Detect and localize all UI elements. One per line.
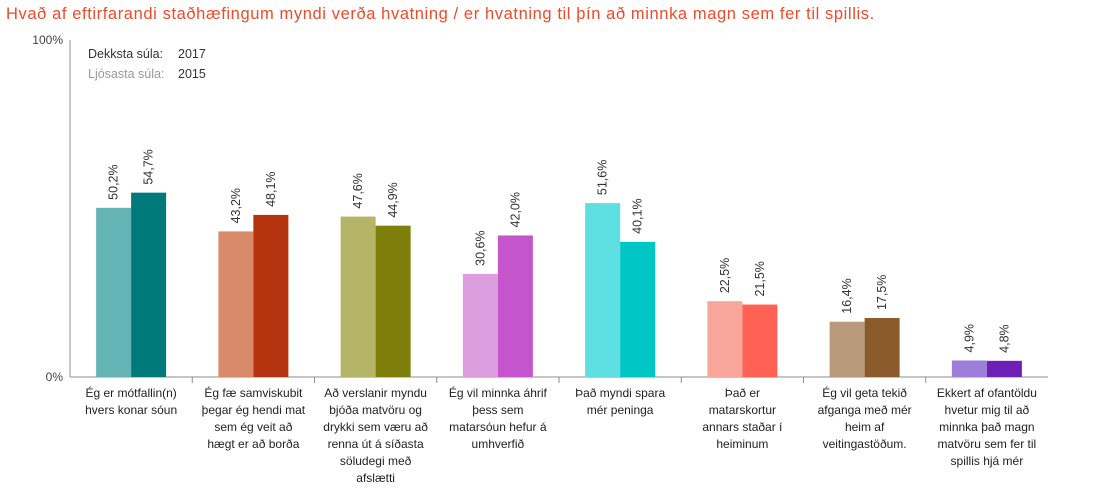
category-label-8-line-2: hvetur mig til að — [945, 403, 1030, 417]
category-label-3-line-5: söludegi með — [340, 454, 412, 468]
data-label-2015-cat-1: 50,2% — [107, 164, 121, 199]
category-label-8-line-1: Ekkert af ofantöldu — [937, 386, 1037, 400]
bar-2017-cat-4 — [497, 235, 533, 377]
data-label-2015-cat-5: 51,6% — [596, 160, 610, 195]
category-label-5-line-1: Það myndi spara — [575, 386, 665, 400]
category-label-7-line-4: veitingastöðum. — [823, 437, 907, 451]
category-label-2-line-1: Ég fæ samviskubit — [204, 385, 303, 400]
category-label-6-line-1: Það er — [725, 386, 760, 400]
data-label-2017-cat-8: 4,8% — [997, 324, 1011, 353]
data-label-2017-cat-3: 44,9% — [386, 182, 400, 217]
category-label-8-line-4: matvöru sem fer til — [938, 437, 1037, 451]
category-label-8-line-5: spillis hjá mér — [951, 454, 1024, 468]
bar-2015-cat-3 — [340, 216, 376, 377]
y-tick-label-100: 100% — [32, 33, 63, 47]
y-tick-label-0: 0% — [46, 370, 64, 384]
legend-dark-label: Dekksta súla: — [88, 47, 164, 61]
category-label-3-line-3: drykki sem væru að — [323, 420, 428, 434]
bar-2017-cat-5 — [620, 241, 656, 377]
legend-light-label: Ljósasta súla: — [88, 67, 165, 81]
category-label-2: Ég fæ samviskubit þegar ég hendi mat sem é… — [202, 385, 306, 451]
category-label-6: Það er matarskortur annars staðar í heiminu… — [702, 386, 783, 451]
category-label-1: Ég er mótfallin(n) hvers konar sóun — [85, 385, 177, 417]
category-label-8: Ekkert af ofantöldu hvetur mig til að minn… — [937, 386, 1037, 468]
category-label-4: Ég vil minnka áhrif þess sem matarsóun hef… — [449, 385, 548, 451]
legend-dark-value: 2017 — [178, 47, 206, 61]
category-label-3-line-4: renna út á síðasta — [328, 437, 424, 451]
category-label-7-line-1: Ég vil geta tekið — [822, 385, 907, 400]
data-label-2015-cat-2: 43,2% — [229, 188, 243, 223]
data-label-2015-cat-6: 22,5% — [718, 258, 732, 293]
category-label-2-line-3: sem ég veit að — [214, 420, 292, 434]
category-label-6-line-3: annars staðar í — [702, 420, 783, 434]
category-label-7: Ég vil geta tekið afganga með mér heim af v… — [818, 385, 912, 451]
category-label-5: Það myndi spara mér peninga — [575, 386, 665, 417]
data-label-2017-cat-4: 42,0% — [508, 192, 522, 227]
bar-2017-cat-6 — [742, 304, 778, 377]
category-label-3-line-1: Að verslanir myndu — [324, 386, 427, 400]
bar-2015-cat-4 — [462, 273, 498, 377]
bar-2015-cat-6 — [707, 301, 743, 377]
data-label-2017-cat-1: 54,7% — [142, 149, 156, 184]
category-label-6-line-2: matarskortur — [709, 403, 776, 417]
category-label-1-line-1: Ég er mótfallin(n) — [85, 385, 176, 400]
category-label-4-line-2: þess sem — [472, 403, 523, 417]
category-label-1-line-2: hvers konar sóun — [85, 403, 177, 417]
data-label-2017-cat-2: 48,1% — [264, 171, 278, 206]
data-label-2015-cat-7: 16,4% — [840, 278, 854, 313]
data-label-2017-cat-7: 17,5% — [875, 275, 889, 310]
category-label-4-line-3: matarsóun hefur á — [449, 420, 547, 434]
category-label-7-line-3: heim af — [845, 420, 885, 434]
category-label-5-line-2: mér peninga — [587, 403, 654, 417]
category-label-3: Að verslanir myndu bjóða matvöru og drykki… — [323, 386, 428, 485]
category-label-3-line-2: bjóða matvöru og — [329, 403, 422, 417]
bar-2017-cat-2 — [253, 214, 289, 377]
bar-2015-cat-8 — [951, 360, 987, 377]
bar-2015-cat-1 — [96, 207, 132, 377]
category-label-2-line-2: þegar ég hendi mat — [202, 403, 306, 417]
category-label-2-line-4: hægt er að borða — [207, 437, 299, 451]
bar-2017-cat-7 — [864, 318, 900, 377]
category-label-7-line-2: afganga með mér — [818, 403, 912, 417]
bar-2015-cat-2 — [218, 231, 254, 377]
bar-2017-cat-8 — [986, 360, 1022, 377]
bar-2015-cat-5 — [585, 203, 621, 377]
category-label-3-line-6: afslætti — [356, 471, 395, 485]
bar-2017-cat-3 — [375, 225, 411, 377]
data-label-2015-cat-3: 47,6% — [351, 173, 365, 208]
chart-title: Hvað af eftirfarandi staðhæfingum myndi … — [6, 5, 875, 23]
category-label-6-line-4: heiminum — [716, 437, 768, 451]
category-label-4-line-4: umhverfið — [472, 437, 525, 451]
data-label-2015-cat-8: 4,9% — [962, 324, 976, 353]
bar-2017-cat-1 — [131, 192, 167, 377]
data-label-2015-cat-4: 30,6% — [473, 230, 487, 265]
bar-2015-cat-7 — [829, 321, 865, 377]
category-label-4-line-1: Ég vil minnka áhrif — [449, 385, 548, 400]
category-label-8-line-3: minnka það magn — [939, 420, 1034, 434]
data-label-2017-cat-6: 21,5% — [753, 261, 767, 296]
legend-light-value: 2015 — [178, 67, 206, 81]
data-label-2017-cat-5: 40,1% — [631, 198, 645, 233]
